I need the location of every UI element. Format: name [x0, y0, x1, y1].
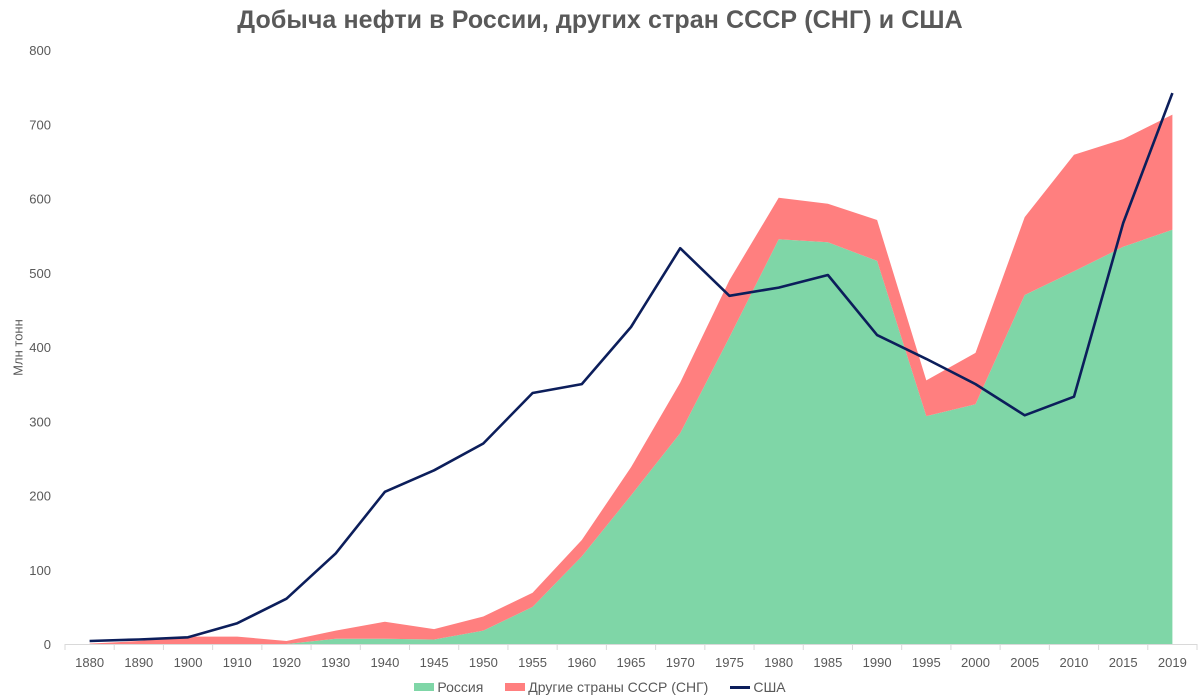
x-tick-label: 2019: [1158, 655, 1187, 670]
x-tick-label: 1990: [863, 655, 892, 670]
y-axis-label: Млн тонн: [10, 319, 26, 376]
y-tick-label: 500: [29, 266, 51, 281]
x-tick-label: 1955: [518, 655, 547, 670]
y-tick-label: 400: [29, 340, 51, 355]
area-series-1: [89, 114, 1173, 645]
x-tick-label: 1975: [715, 655, 744, 670]
line-series-usa: [89, 92, 1174, 643]
x-tick-label: 1965: [617, 655, 646, 670]
x-tick-label: 2015: [1109, 655, 1138, 670]
legend-item-russia: Россия: [414, 679, 483, 695]
legend-label-other-ussr: Другие страны СССР (СНГ): [528, 679, 709, 695]
x-tick-label: 1880: [75, 655, 104, 670]
y-tick-label: 800: [29, 43, 51, 58]
legend-label-usa: США: [753, 679, 786, 695]
x-tick-label: 1995: [912, 655, 941, 670]
legend-item-usa: США: [730, 679, 786, 695]
y-tick-label: 600: [29, 192, 51, 207]
y-tick-label: 0: [44, 637, 51, 652]
y-tick-label: 100: [29, 563, 51, 578]
area-series-0: [89, 229, 1173, 644]
legend-item-other-ussr: Другие страны СССР (СНГ): [505, 679, 708, 695]
x-tick-label: 2005: [1010, 655, 1039, 670]
x-axis: 1880 1890 1900 1910 1920 1930 1940 1945 1950 1955…: [64, 644, 1198, 670]
legend: Россия Другие страны СССР (СНГ) США: [0, 679, 1200, 695]
legend-swatch-usa: [730, 685, 751, 689]
legend-swatch-russia: [414, 683, 435, 691]
x-tick-label: 2010: [1059, 655, 1088, 670]
y-tick-label: 200: [29, 489, 51, 504]
x-tick-label: 1910: [223, 655, 252, 670]
chart-title: Добыча нефти в России, других стран СССР…: [237, 6, 963, 34]
x-tick-label: 1930: [321, 655, 350, 670]
x-tick-label: 1890: [124, 655, 153, 670]
x-tick-label: 1945: [420, 655, 449, 670]
x-tick-label: 1960: [567, 655, 596, 670]
x-tick-label: 1980: [764, 655, 793, 670]
x-tick-label: 1940: [370, 655, 399, 670]
legend-label-russia: Россия: [437, 679, 484, 695]
x-tick-label: 1920: [272, 655, 301, 670]
x-tick-label: 1900: [174, 655, 203, 670]
y-tick-label: 700: [29, 117, 51, 132]
y-axis-ticks: 0 100 200 300 400 500 600 700 800: [29, 43, 51, 652]
stacked-areas: [89, 114, 1173, 645]
line-series: [89, 92, 1174, 643]
x-tick-label: 1985: [813, 655, 842, 670]
x-tick-label: 2000: [961, 655, 990, 670]
x-tick-label: 1950: [469, 655, 498, 670]
y-tick-label: 300: [29, 414, 51, 429]
x-tick-label: 1970: [666, 655, 695, 670]
legend-swatch-other-ussr: [505, 683, 526, 691]
